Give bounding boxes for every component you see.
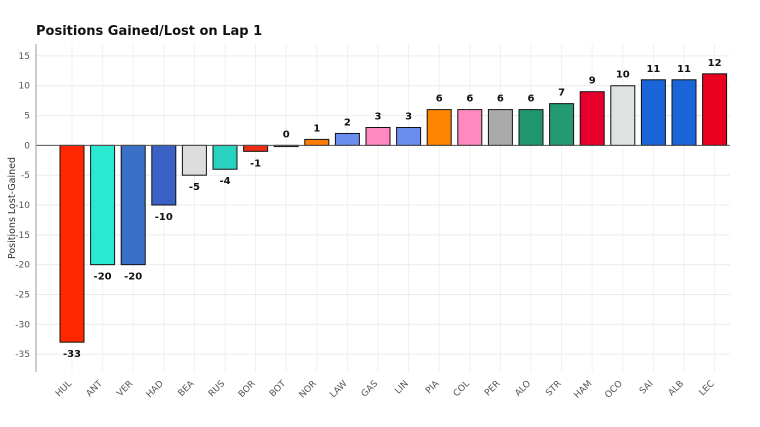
bar-alb bbox=[671, 79, 697, 146]
bar-nor bbox=[304, 138, 330, 146]
bar-ham bbox=[579, 91, 605, 146]
x-tick-label: PER bbox=[483, 379, 502, 398]
data-label-ham: 9 bbox=[589, 76, 596, 87]
data-label-lec: 12 bbox=[708, 58, 722, 69]
data-label-oco: 10 bbox=[616, 70, 630, 81]
bar-per bbox=[487, 109, 513, 146]
x-tick-label: HAD bbox=[145, 379, 166, 400]
bar-hul bbox=[59, 144, 85, 343]
bar-lin bbox=[396, 126, 422, 146]
bar-ver bbox=[120, 144, 146, 266]
y-tick-label: -15 bbox=[15, 231, 30, 241]
y-tick-label: -30 bbox=[15, 320, 30, 330]
x-tick-label: ANT bbox=[85, 379, 105, 399]
x-tick-label: SAI bbox=[638, 379, 655, 396]
data-label-law: 2 bbox=[344, 117, 351, 128]
y-axis-ticks: 15 10 5 0 -5 -10 -15 -20 -25 -30 -35 bbox=[15, 52, 30, 360]
x-tick-label: ALB bbox=[667, 379, 686, 398]
data-label-sai: 11 bbox=[646, 64, 660, 75]
bar-oco bbox=[610, 85, 636, 146]
data-label-bot: 0 bbox=[283, 129, 290, 140]
data-label-bea: -5 bbox=[189, 182, 200, 193]
x-tick-label: LEC bbox=[698, 379, 717, 398]
x-tick-label: HAM bbox=[573, 379, 595, 401]
data-label-ver: -20 bbox=[124, 272, 142, 283]
bar-col bbox=[457, 109, 483, 146]
x-axis-ticks: HUL ANT VER HAD BEA RUS BOR BOT NOR LAW GAS LIN PIA C… bbox=[54, 378, 717, 400]
bar-bea bbox=[181, 144, 207, 176]
bar-bor bbox=[243, 144, 269, 152]
y-tick-label: -25 bbox=[15, 290, 30, 300]
data-label-rus: -4 bbox=[219, 176, 230, 187]
x-tick-label: LAW bbox=[328, 379, 349, 400]
chart-title: Positions Gained/Lost on Lap 1 bbox=[36, 24, 263, 39]
x-tick-label: RUS bbox=[207, 379, 227, 399]
y-tick-label: -20 bbox=[15, 261, 30, 271]
x-tick-label: STR bbox=[544, 379, 563, 398]
data-label-nor: 1 bbox=[313, 123, 320, 134]
x-tick-label: ALO bbox=[513, 379, 533, 399]
x-tick-label: BOR bbox=[237, 379, 258, 400]
bar-rus bbox=[212, 144, 238, 170]
data-label-lin: 3 bbox=[405, 111, 412, 122]
y-tick-label: 0 bbox=[24, 141, 30, 151]
y-tick-label: 5 bbox=[24, 112, 30, 122]
x-tick-label: HUL bbox=[54, 379, 74, 399]
data-label-hul: -33 bbox=[63, 349, 81, 360]
x-tick-label: OCO bbox=[603, 379, 625, 401]
bar-law bbox=[334, 132, 360, 146]
y-tick-label: 10 bbox=[19, 82, 31, 92]
bars bbox=[59, 73, 728, 343]
data-label-per: 6 bbox=[497, 94, 504, 105]
bar-ant bbox=[90, 144, 116, 266]
x-tick-label: BOT bbox=[268, 379, 289, 400]
x-tick-label: PIA bbox=[424, 378, 442, 396]
bar-pia bbox=[426, 109, 452, 146]
bar-sai bbox=[640, 79, 666, 146]
x-tick-label: NOR bbox=[298, 379, 319, 400]
bar-str bbox=[549, 103, 575, 146]
data-label-bor: -1 bbox=[250, 158, 261, 169]
data-label-alo: 6 bbox=[528, 94, 535, 105]
bar-lec bbox=[702, 73, 728, 146]
data-label-ant: -20 bbox=[94, 272, 112, 283]
y-axis-label: Positions Lost-Gained bbox=[7, 157, 18, 259]
bar-had bbox=[151, 144, 177, 206]
bar-alo bbox=[518, 109, 544, 146]
y-tick-label: -5 bbox=[21, 171, 30, 181]
x-tick-label: LIN bbox=[393, 379, 410, 396]
x-tick-label: BEA bbox=[177, 378, 197, 398]
data-label-had: -10 bbox=[155, 212, 173, 223]
data-label-col: 6 bbox=[466, 94, 473, 105]
x-tick-label: COL bbox=[452, 379, 472, 399]
x-tick-label: VER bbox=[115, 379, 135, 399]
x-tick-label: GAS bbox=[360, 379, 381, 400]
y-tick-label: 15 bbox=[19, 52, 30, 62]
data-label-pia: 6 bbox=[436, 94, 443, 105]
data-label-str: 7 bbox=[558, 88, 565, 99]
data-label-alb: 11 bbox=[677, 64, 691, 75]
data-label-gas: 3 bbox=[375, 111, 382, 122]
y-tick-label: -10 bbox=[15, 201, 30, 211]
y-tick-label: -35 bbox=[15, 350, 30, 360]
bar-gas bbox=[365, 126, 391, 146]
